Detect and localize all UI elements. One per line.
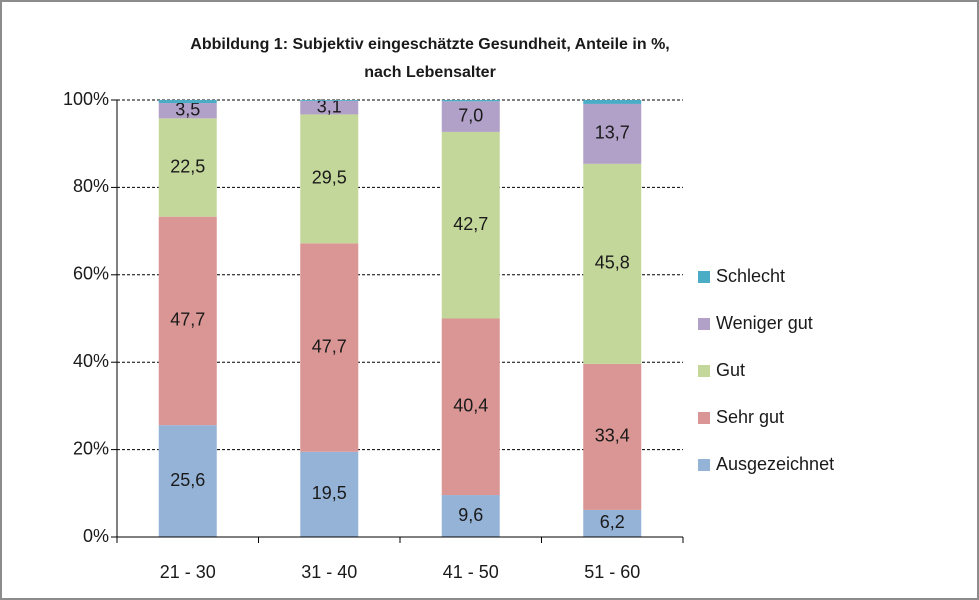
bar-segment (158, 103, 217, 119)
legend-label: Gut (716, 360, 745, 380)
bar-segment (300, 114, 359, 244)
bar-segment (300, 451, 359, 537)
bar-segment (583, 100, 642, 104)
x-tick-label: 51 - 60 (584, 562, 640, 582)
legend-label: Sehr gut (716, 407, 784, 427)
bar-segment (158, 216, 217, 426)
bar-segment (583, 103, 642, 164)
bar-segment (441, 131, 500, 319)
y-tick-label: 100% (63, 89, 109, 109)
legend-swatch (698, 318, 710, 330)
chart-title: Abbildung 1: Subjektiv eingeschätzte Ges… (190, 36, 669, 53)
bar-segment (441, 101, 500, 132)
data-label: 9,6 (458, 505, 483, 525)
y-tick-label: 20% (73, 438, 109, 458)
data-label: 25,6 (170, 470, 205, 490)
data-label: 47,7 (312, 336, 347, 356)
x-tick-label: 21 - 30 (160, 562, 216, 582)
chart-title: nach Lebensalter (364, 64, 496, 81)
bar-segment (441, 100, 500, 102)
data-label: 42,7 (453, 214, 488, 234)
legend-swatch (698, 271, 710, 283)
data-label: 40,4 (453, 396, 488, 416)
bar-segment (158, 425, 217, 537)
legend-swatch (698, 365, 710, 377)
data-label: 45,8 (595, 253, 630, 273)
bar-segment (300, 100, 359, 115)
legend-label: Weniger gut (716, 313, 813, 333)
bar-segment (158, 118, 217, 217)
data-label: 33,4 (595, 426, 630, 446)
data-label: 13,7 (595, 123, 630, 143)
y-tick-label: 60% (73, 264, 109, 284)
legend-swatch (698, 459, 710, 471)
x-tick-label: 41 - 50 (443, 562, 499, 582)
legend-label: Schlecht (716, 266, 785, 286)
x-tick-label: 31 - 40 (301, 562, 357, 582)
data-label: 47,7 (170, 310, 205, 330)
data-label: 22,5 (170, 156, 205, 176)
data-label: 29,5 (312, 168, 347, 188)
legend-swatch (698, 412, 710, 424)
bar-segment (583, 163, 642, 364)
data-label: 7,0 (458, 105, 483, 125)
y-tick-label: 0% (83, 526, 109, 546)
y-tick-label: 40% (73, 351, 109, 371)
bar-segment (583, 509, 642, 537)
y-tick-label: 80% (73, 176, 109, 196)
bar-segment (300, 243, 359, 452)
data-label: 3,1 (317, 96, 342, 116)
bar-segment (300, 100, 359, 101)
bar-segment (583, 363, 642, 510)
data-label: 3,5 (175, 99, 200, 119)
data-label: 6,2 (600, 512, 625, 532)
legend-label: Ausgezeichnet (716, 454, 834, 474)
bar-segment (158, 100, 217, 104)
bar-segment (441, 495, 500, 537)
data-label: 19,5 (312, 483, 347, 503)
bar-segment (441, 318, 500, 496)
